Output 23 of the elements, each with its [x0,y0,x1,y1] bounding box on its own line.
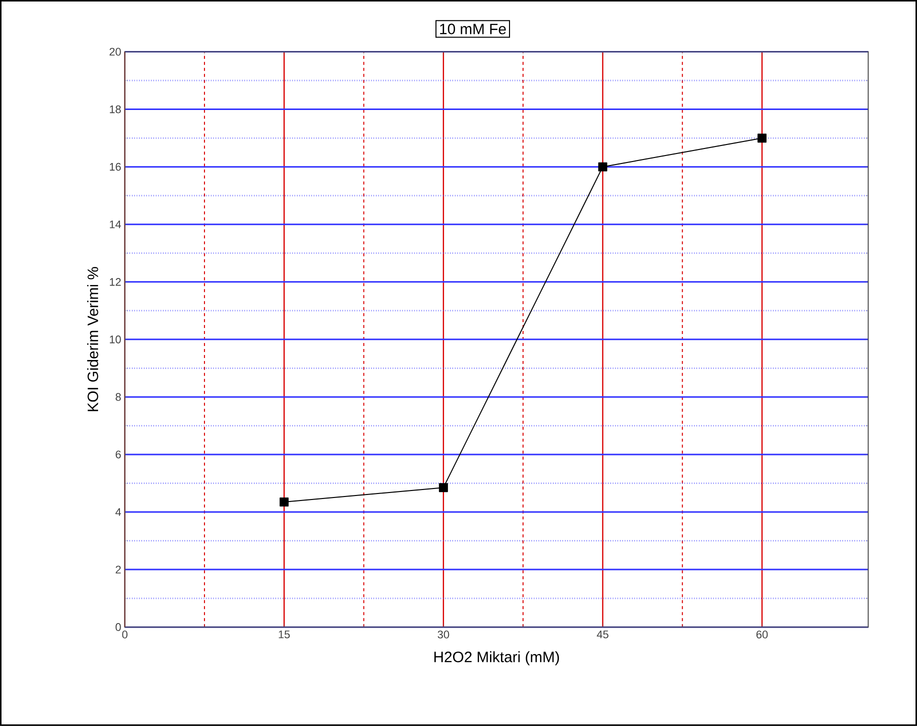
x-axis-title: H2O2 Miktari (mM) [434,651,559,666]
y-axis-title: KOI Giderim Verimi % [87,267,98,412]
y-tick-label: 8 [116,393,121,401]
y-tick-label: 12 [110,278,121,286]
y-tick-label: 14 [110,220,121,228]
x-tick-label: 15 [278,630,290,638]
x-tick-label: 0 [122,630,128,638]
x-tick-label: 30 [438,630,450,638]
chart-title: 10 mM Fe [440,24,506,34]
y-tick-label: 2 [116,566,121,574]
y-tick-label: 6 [116,450,121,458]
point [758,134,767,143]
y-tick-label: 0 [116,623,121,632]
y-tick-label: 20 [110,48,121,56]
y-tick-label: 4 [115,508,121,516]
y-tick-label: 18 [110,105,121,114]
x-tick-label: 45 [596,630,608,638]
x-tick-label: 60 [756,630,768,638]
point [598,162,608,172]
point [438,483,448,492]
point [280,498,289,507]
y-tick-label: 16 [110,162,121,171]
y-tick-label: 10 [110,336,121,344]
